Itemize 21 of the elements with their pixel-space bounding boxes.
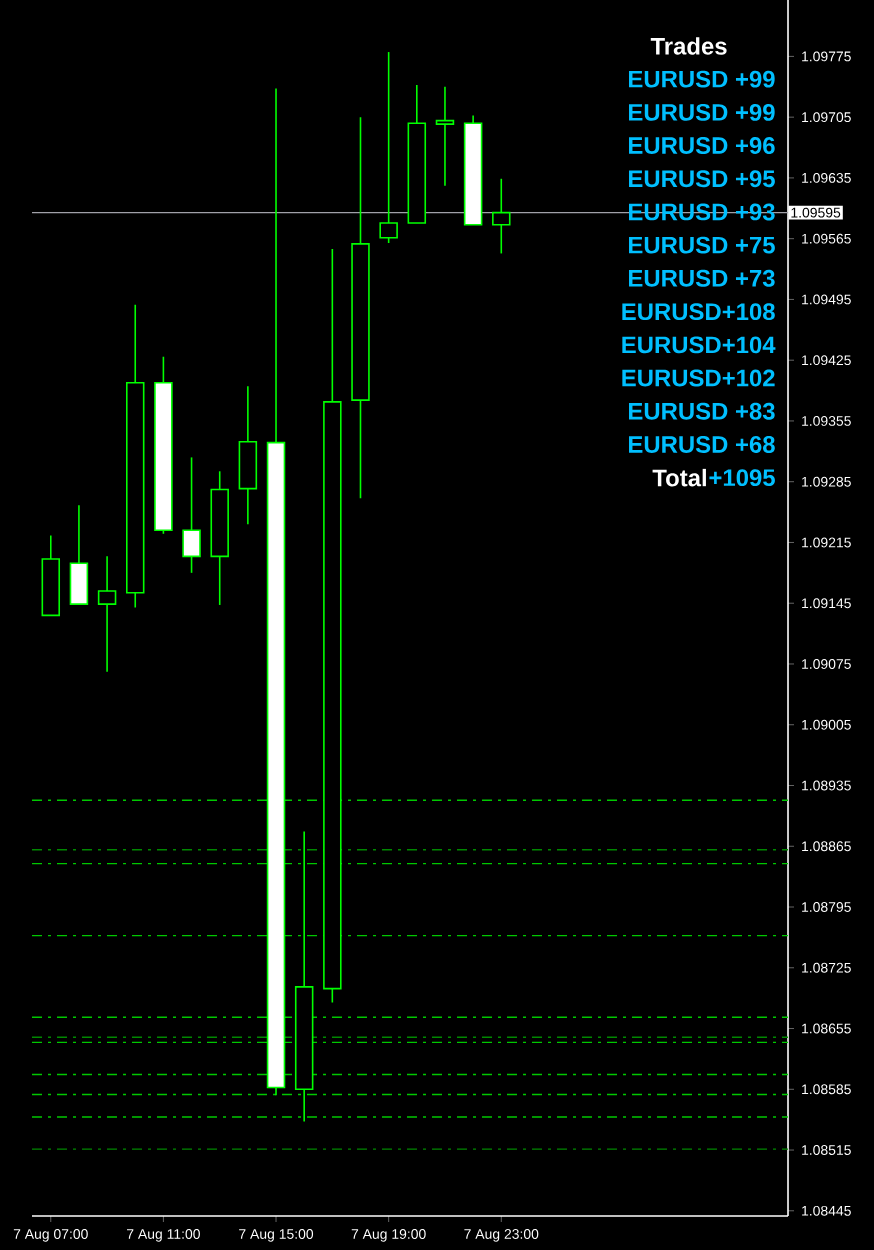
annotation: Trades [650, 37, 727, 55]
candlestick [69, 504, 89, 605]
candlestick [435, 85, 455, 187]
annotation: EURUSD +73 [629, 269, 775, 287]
annotation: Total [652, 468, 706, 487]
annotation: EURUSD+102 [622, 369, 775, 387]
candlestick [182, 456, 201, 574]
annotation: EURUSD +83 [629, 402, 775, 420]
annotation: EURUSD +99 [629, 70, 775, 88]
candlestick [379, 51, 398, 244]
annotation: EURUSD +96 [629, 137, 775, 154]
candlestick [97, 555, 117, 673]
annotation: EURUSD+104 [622, 336, 776, 354]
annotation: EURUSD +99 [629, 103, 775, 121]
annotation: EURUSD +75 [629, 236, 775, 254]
annotation: +1095 [709, 469, 775, 487]
candlestick [238, 385, 258, 526]
annotation: EURUSD +68 [629, 435, 775, 453]
candlestick [492, 177, 511, 255]
annotation: EURUSD+108 [622, 303, 775, 321]
annotation: EURUSD +95 [629, 170, 775, 188]
